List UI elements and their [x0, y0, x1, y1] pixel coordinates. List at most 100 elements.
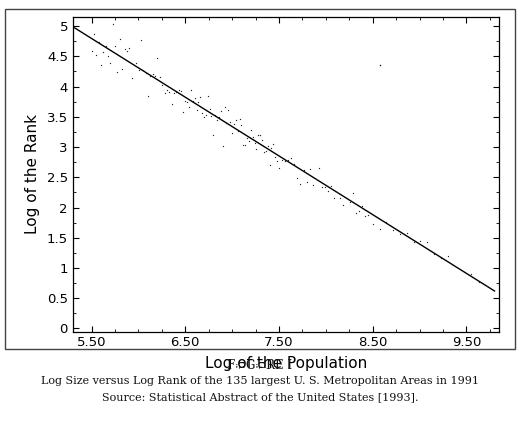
Point [389, 227, 397, 233]
Point [375, 226, 384, 232]
Point [211, 112, 219, 119]
Point [185, 104, 193, 111]
Point [153, 55, 162, 62]
Point [151, 73, 159, 79]
Point [281, 157, 289, 164]
Point [296, 181, 305, 187]
Point [306, 166, 314, 173]
Point [149, 71, 157, 77]
Point [345, 198, 354, 205]
Point [318, 184, 326, 190]
Point [228, 129, 236, 136]
Point [243, 134, 251, 141]
Point [130, 62, 138, 69]
Point [264, 143, 272, 150]
Point [237, 122, 245, 128]
Point [275, 164, 283, 171]
Point [190, 94, 199, 101]
Point [113, 69, 122, 76]
Point [123, 48, 131, 55]
Point [315, 164, 323, 171]
Point [111, 42, 119, 49]
Point [90, 30, 98, 37]
Point [311, 176, 320, 182]
Point [207, 113, 216, 119]
Point [209, 131, 217, 138]
Point [167, 101, 176, 108]
Point [175, 87, 183, 94]
Point [224, 106, 232, 113]
Point [170, 89, 178, 96]
Point [218, 143, 227, 150]
Point [290, 161, 298, 167]
Point [269, 140, 278, 147]
Point [324, 187, 332, 194]
Point [223, 120, 231, 127]
Text: FᴞGᴞRE I: FᴞGᴞRE I [227, 359, 293, 372]
Point [293, 174, 302, 181]
Point [189, 97, 197, 104]
Text: Source: Statistical Abstract of the United States [1993].: Source: Statistical Abstract of the Unit… [102, 392, 418, 402]
Point [226, 119, 235, 125]
Point [181, 98, 189, 105]
Point [127, 74, 136, 81]
X-axis label: Log of the Population: Log of the Population [205, 356, 367, 371]
Point [246, 126, 255, 133]
Point [336, 195, 345, 201]
Point [423, 239, 432, 246]
Point [204, 93, 212, 100]
Point [132, 60, 140, 66]
Point [232, 116, 240, 123]
Point [278, 157, 286, 164]
Point [106, 60, 114, 66]
Point [271, 154, 279, 161]
Point [339, 202, 347, 209]
Point [358, 203, 366, 210]
Point [258, 137, 266, 144]
Point [198, 110, 206, 116]
Point [483, 282, 491, 289]
Point [163, 86, 171, 93]
Point [101, 42, 110, 49]
Point [192, 106, 201, 113]
Point [382, 218, 391, 225]
Point [213, 117, 222, 124]
Point [194, 99, 202, 105]
Point [444, 253, 452, 260]
Point [236, 115, 244, 122]
Point [200, 114, 208, 121]
Point [120, 46, 128, 53]
Point [284, 157, 292, 164]
Point [230, 121, 238, 128]
Point [467, 271, 475, 278]
Point [267, 145, 276, 152]
Point [118, 65, 126, 72]
Point [376, 61, 384, 68]
Point [361, 212, 369, 219]
Point [252, 146, 261, 153]
Point [287, 154, 295, 161]
Point [187, 87, 195, 94]
Point [137, 37, 145, 43]
Point [183, 99, 191, 105]
Point [87, 47, 96, 54]
Y-axis label: Log of the Rank: Log of the Rank [25, 114, 40, 234]
Point [205, 105, 214, 112]
Point [475, 279, 483, 286]
Point [141, 69, 150, 76]
Point [97, 61, 105, 68]
Point [364, 212, 372, 218]
Point [239, 141, 248, 148]
Point [348, 190, 357, 196]
Point [172, 88, 180, 95]
Point [155, 73, 164, 80]
Point [251, 140, 259, 147]
Point [265, 162, 274, 168]
Point [135, 67, 143, 74]
Point [308, 181, 317, 188]
Point [409, 239, 418, 246]
Point [104, 53, 112, 60]
Point [245, 138, 253, 145]
Point [256, 132, 264, 139]
Point [217, 108, 225, 115]
